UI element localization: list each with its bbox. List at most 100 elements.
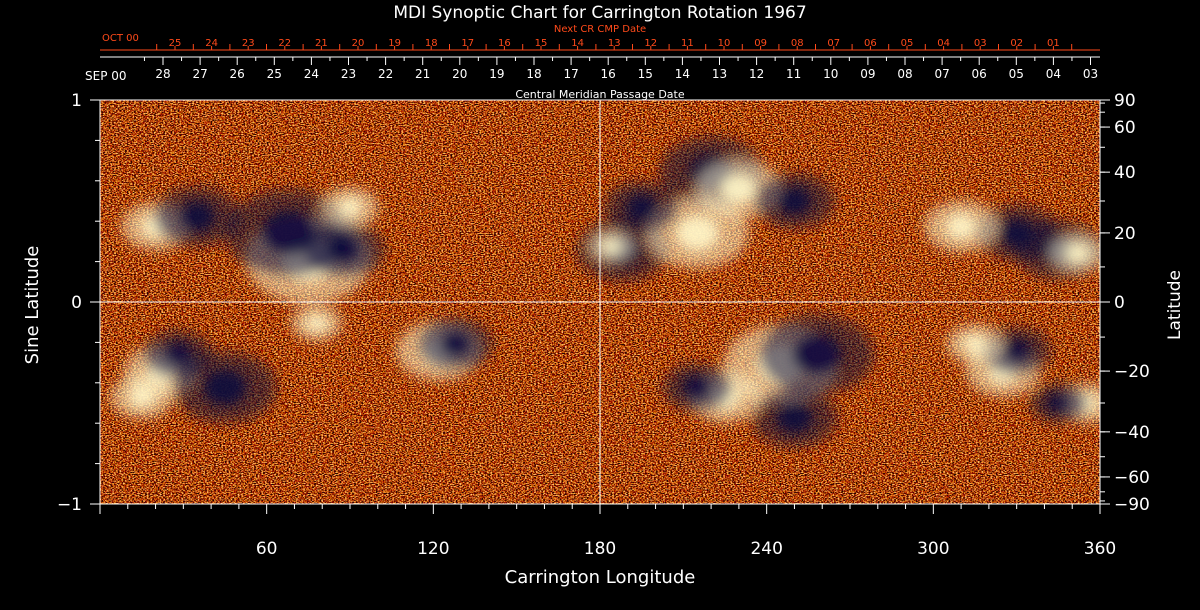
x-tick-label: 120 [417, 539, 449, 559]
cmp-date-label: 22 [378, 67, 393, 81]
y-tick-label-right: 0 [1114, 293, 1125, 313]
x-tick-label: 300 [917, 539, 949, 559]
next-cr-date-label: 06 [864, 38, 877, 49]
chart-grid [100, 100, 1100, 504]
cmp-date-label: 15 [638, 67, 653, 81]
next-cr-date-label: 20 [352, 38, 365, 49]
cmp-date-label: 20 [452, 67, 467, 81]
active-region-core-negative [682, 375, 712, 400]
y-tick-label-right: 90 [1114, 91, 1136, 111]
next-cr-date-label: 11 [681, 38, 694, 49]
next-cr-date-label: 16 [498, 38, 511, 49]
active-region-core-positive [720, 174, 758, 204]
next-cr-date-label: 03 [974, 38, 987, 49]
active-region-core-negative [999, 219, 1034, 247]
active-region-core-negative [776, 403, 813, 433]
active-region-core-negative [1002, 338, 1032, 363]
chart-axes: 60 120 180 240 300 36010−1906040200−20−40−60−… [57, 38, 1150, 559]
cmp-date-label: 25 [267, 67, 282, 81]
y-tick-label-right: −60 [1114, 468, 1150, 488]
chart-title: MDI Synoptic Chart for Carrington Rotati… [393, 3, 806, 23]
y-tick-label-left: 0 [71, 293, 82, 313]
active-region-core-positive [601, 238, 621, 255]
next-cr-date-label: 18 [425, 38, 438, 49]
cmp-date-label: 12 [749, 67, 764, 81]
active-region-core-negative [439, 331, 472, 357]
next-cr-date-label: 01 [1047, 38, 1060, 49]
next-cr-date-label: 09 [754, 38, 767, 49]
next-cr-date-label: 23 [242, 38, 255, 49]
active-region-core-negative [179, 201, 216, 232]
active-region-core-negative [262, 211, 316, 255]
active-region-core-negative [625, 194, 658, 221]
cmp-date-label: 09 [860, 67, 875, 81]
cmp-date-label: 14 [675, 67, 690, 81]
next-cr-date-label: 17 [461, 38, 474, 49]
y-tick-label-left: −1 [57, 495, 82, 515]
cmp-date-label: 17 [563, 67, 578, 81]
active-region-core-negative [163, 342, 193, 367]
cmp-date-label: 08 [897, 67, 912, 81]
next-cr-date-label: 22 [278, 38, 291, 49]
next-cr-date-label: 15 [535, 38, 548, 49]
y-tick-label-right: −20 [1114, 362, 1150, 382]
cmp-date-label: 04 [1046, 67, 1061, 81]
cmp-date-label: 21 [415, 67, 430, 81]
next-cr-date-label: 08 [791, 38, 804, 49]
next-cr-date-label: 14 [571, 38, 584, 49]
next-cr-date-label: 13 [608, 38, 621, 49]
active-region-core-positive [675, 215, 720, 251]
next-cr-date-label: 19 [388, 38, 401, 49]
active-region-core-positive [305, 314, 328, 333]
cmp-date-label: 24 [304, 67, 319, 81]
next-cr-date-label: 02 [1010, 38, 1023, 49]
cmp-date-label: 23 [341, 67, 356, 81]
next-cr-date-label: 05 [901, 38, 914, 49]
cmp-date-label: 03 [1083, 67, 1098, 81]
cmp-date-label: 07 [934, 67, 949, 81]
y-axis-label-left: Sine Latitude [22, 246, 43, 365]
x-tick-label: 60 [256, 539, 278, 559]
cmp-date-label: 10 [823, 67, 838, 81]
cmp-date-label: 18 [526, 67, 541, 81]
active-region-core-negative [792, 334, 841, 375]
x-tick-label: 240 [750, 539, 782, 559]
cmp-date-label: 19 [489, 67, 504, 81]
cmp-date-label: 26 [230, 67, 245, 81]
next-cr-month-label: OCT 00 [102, 33, 139, 44]
active-region-core-positive [945, 213, 977, 240]
y-tick-label-left: 1 [71, 91, 82, 111]
active-region-core-positive [1065, 243, 1090, 264]
cmp-date-label: 11 [786, 67, 801, 81]
cmp-month-label: SEP 00 [85, 69, 127, 83]
cmp-axis-label: Central Meridian Passage Date [515, 88, 684, 101]
next-cr-date-label: 07 [827, 38, 840, 49]
cmp-date-label: 05 [1009, 67, 1024, 81]
active-region-core-positive [337, 197, 363, 218]
cmp-date-label: 28 [155, 67, 170, 81]
y-tick-label-right: −90 [1114, 495, 1150, 515]
next-cr-date-label: 12 [644, 38, 657, 49]
cmp-date-label: 27 [192, 67, 207, 81]
y-tick-label-right: 20 [1114, 224, 1136, 244]
next-cr-date-label: 25 [169, 38, 182, 49]
active-regions [110, 136, 1100, 448]
active-region-core-positive [962, 334, 988, 354]
y-tick-label-right: −40 [1114, 423, 1150, 443]
x-tick-label: 360 [1084, 539, 1116, 559]
next-cr-date-label: 24 [205, 38, 218, 49]
active-region-core-negative [203, 369, 247, 406]
cmp-date-label: 13 [712, 67, 727, 81]
y-tick-label-right: 40 [1114, 163, 1136, 183]
active-region-core-negative [327, 235, 362, 264]
active-region-core-negative [1046, 393, 1071, 413]
x-axis-label: Carrington Longitude [505, 567, 696, 588]
active-region-core-negative [777, 187, 812, 215]
x-tick-label: 180 [584, 539, 616, 559]
cmp-date-label: 16 [601, 67, 616, 81]
active-region-core-positive [128, 385, 155, 408]
next-cr-date-label: 10 [718, 38, 731, 49]
next-cr-date-label: 21 [315, 38, 328, 49]
y-tick-label-right: 60 [1114, 118, 1136, 138]
y-axis-label-right: Latitude [1165, 270, 1185, 340]
